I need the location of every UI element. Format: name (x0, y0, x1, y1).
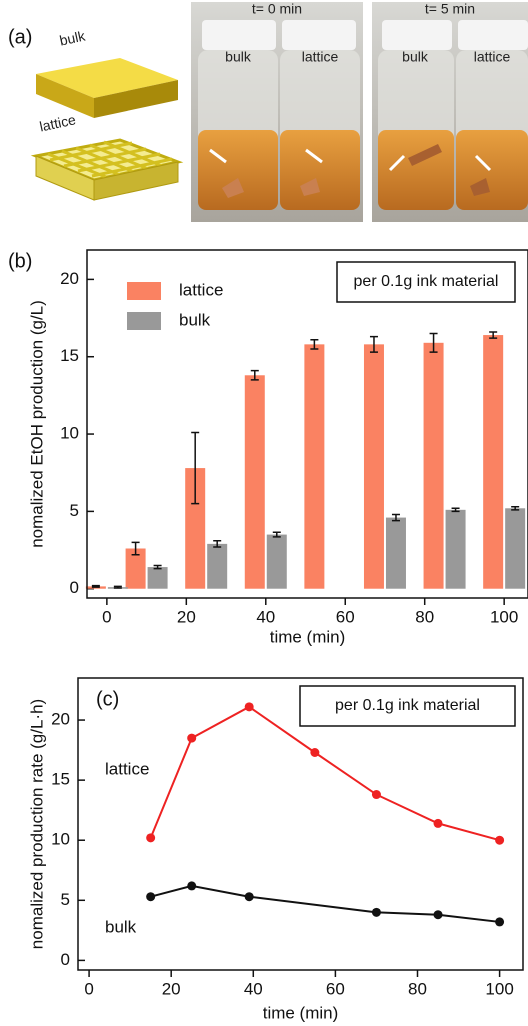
x-tick-label: 60 (336, 607, 355, 626)
x-tick-label: 100 (490, 607, 518, 626)
point (433, 910, 443, 920)
x-tick-label: 20 (177, 607, 196, 626)
shape-label: lattice (38, 111, 77, 134)
point (371, 790, 381, 800)
point (244, 892, 254, 902)
y-tick-label: 10 (51, 830, 70, 849)
x-tick-label: 60 (326, 979, 345, 998)
legend-swatch (127, 312, 161, 330)
error-bar (451, 507, 460, 513)
y-axis-title: nomalized EtOH production (g/L) (27, 300, 46, 548)
plot-frame (86, 249, 528, 599)
bar (125, 548, 146, 589)
panel-label: (b) (8, 250, 32, 272)
x-tick-label: 20 (162, 979, 181, 998)
point (310, 748, 320, 758)
error-bar (391, 513, 400, 522)
panel-label: (a) (8, 26, 32, 48)
bar (207, 543, 228, 589)
legend-label: bulk (179, 310, 211, 329)
annotation-box (336, 261, 516, 303)
point (495, 835, 505, 845)
error-bar (131, 541, 140, 556)
legend-label: lattice (179, 280, 223, 299)
bar (385, 517, 406, 589)
error-bar (511, 505, 520, 511)
x-axis-title: time (min) (263, 1003, 339, 1022)
bottle-label: lattice (302, 49, 339, 65)
x-tick-label: 40 (256, 607, 275, 626)
x-axis-title: time (min) (270, 627, 346, 646)
error-bar (272, 531, 281, 538)
photo-time: t= 0 min (252, 1, 302, 17)
bar (147, 567, 168, 589)
y-tick-label: 5 (61, 890, 70, 909)
y-tick-label: 15 (60, 346, 79, 365)
error-bar (153, 564, 162, 570)
bar (363, 344, 384, 589)
bar (244, 375, 265, 589)
point (371, 907, 381, 917)
line (150, 884, 500, 923)
point (495, 917, 505, 927)
bulk-slab (36, 58, 178, 118)
bar (185, 468, 206, 589)
annotation: per 0.1g ink material (354, 273, 499, 290)
bar (304, 344, 325, 589)
point (244, 702, 254, 712)
bar (266, 534, 287, 589)
y-axis-title: nomalized production rate (g/L·h) (27, 699, 46, 949)
plot-frame (77, 677, 524, 971)
photo (372, 2, 528, 222)
x-tick-label: 80 (408, 979, 427, 998)
point (187, 733, 197, 743)
bottle-label: lattice (474, 49, 511, 65)
error-bar (191, 431, 200, 505)
point (146, 833, 156, 843)
y-tick-label: 20 (60, 269, 79, 288)
line (149, 705, 500, 842)
point (146, 892, 156, 902)
x-tick-label: 100 (485, 979, 513, 998)
lattice-slab (30, 138, 184, 201)
error-bar (369, 335, 378, 353)
series-label: bulk (105, 917, 137, 936)
annotation: per 0.1g ink material (335, 697, 480, 714)
photo (191, 2, 363, 222)
point (187, 881, 197, 891)
y-tick-label: 0 (61, 950, 70, 969)
legend-swatch (127, 282, 161, 300)
error-bar (250, 369, 259, 381)
error-bar (113, 585, 122, 589)
bar (445, 509, 466, 589)
error-bar (429, 332, 438, 353)
photo-time: t= 5 min (425, 1, 475, 17)
error-bar (310, 338, 319, 350)
series-label: lattice (105, 759, 149, 778)
point (433, 818, 443, 828)
x-tick-label: 40 (244, 979, 263, 998)
error-bar (213, 540, 222, 548)
error-bar (91, 584, 100, 588)
bar (505, 508, 526, 589)
x-tick-label: 80 (415, 607, 434, 626)
bar (483, 335, 504, 589)
shape-label: bulk (58, 27, 87, 48)
bottle-label: bulk (225, 49, 252, 65)
y-tick-label: 5 (70, 501, 79, 520)
x-tick-label: 0 (84, 979, 93, 998)
panel-label: (c) (96, 688, 119, 710)
y-tick-label: 0 (70, 578, 79, 597)
bottle-label: bulk (402, 49, 429, 65)
y-tick-label: 10 (60, 424, 79, 443)
x-tick-label: 0 (102, 607, 111, 626)
annotation-box (299, 685, 516, 727)
bar (423, 342, 444, 589)
y-tick-label: 15 (51, 770, 70, 789)
error-bar (489, 331, 498, 339)
y-tick-label: 20 (51, 710, 70, 729)
